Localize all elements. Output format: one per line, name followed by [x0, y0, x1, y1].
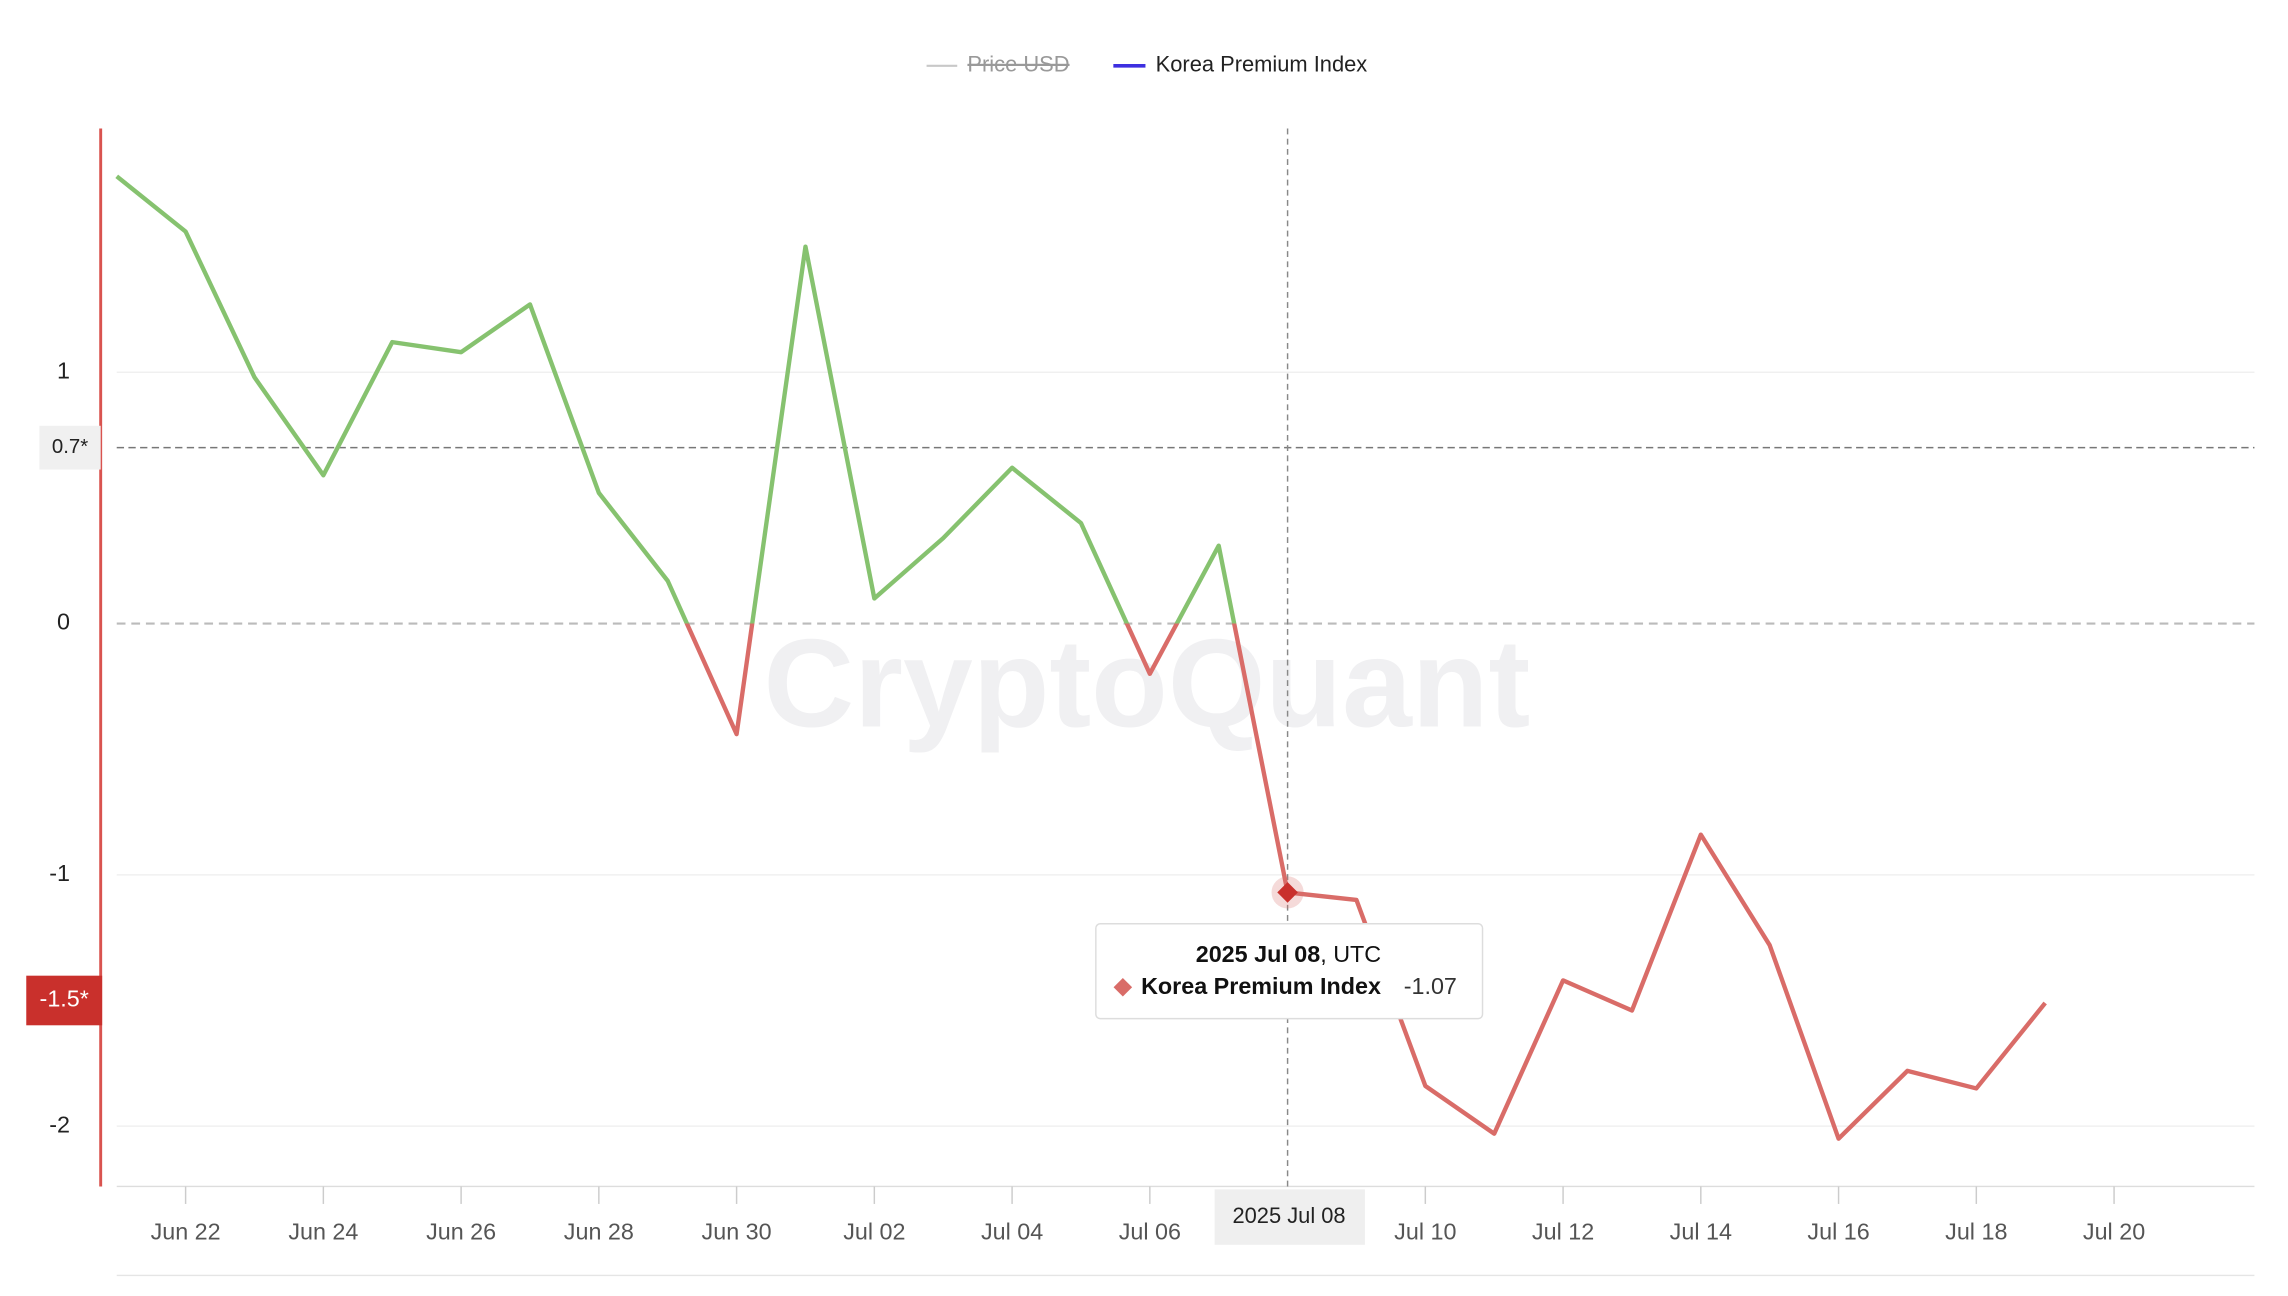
reference-badge [39, 425, 101, 470]
legend-label[interactable]: Korea Premium Index [1156, 52, 1368, 77]
data-line [115, 174, 2047, 1141]
y-tick-label: 0 [57, 609, 70, 635]
reference-label: 0.7* [52, 436, 88, 458]
reference-badge [26, 975, 103, 1026]
x-tick-label: Jul 02 [843, 1218, 905, 1244]
tooltip-box [1095, 923, 1484, 1020]
reference-label: -1.5* [40, 986, 89, 1012]
x-tick-label: Jul 06 [1119, 1218, 1181, 1244]
x-tick-label: Jul 10 [1394, 1218, 1456, 1244]
watermark: CryptoQuant [764, 612, 1531, 753]
x-tick-label: Jul 12 [1532, 1218, 1594, 1244]
hover-point [1277, 882, 1298, 903]
x-tick-label: Jul 18 [1945, 1218, 2007, 1244]
tooltip-series: Korea Premium Index [1141, 973, 1381, 999]
x-tick-label: Jul 14 [1670, 1218, 1732, 1244]
legend-label[interactable]: Price USD [967, 52, 1069, 77]
x-tick-label: Jul 04 [981, 1218, 1043, 1244]
x-tick-label: Jun 22 [151, 1218, 221, 1244]
x-tick-label: Jun 28 [564, 1218, 634, 1244]
x-tick-label: Jul 16 [1807, 1218, 1869, 1244]
y-tick-label: -2 [49, 1111, 70, 1137]
y-tick-label: -1 [49, 860, 70, 886]
tooltip-value: -1.07 [1404, 973, 1457, 999]
crosshair-label: 2025 Jul 08 [1232, 1203, 1345, 1228]
y-tick-label: 1 [57, 357, 70, 383]
crosshair-badge [1214, 1189, 1365, 1245]
tooltip-title: 2025 Jul 08, UTC [1196, 941, 1381, 967]
x-tick-label: Jun 24 [288, 1218, 358, 1244]
x-tick-label: Jun 26 [426, 1218, 496, 1244]
x-tick-label: Jul 20 [2083, 1218, 2145, 1244]
x-tick-label: Jun 30 [702, 1218, 772, 1244]
